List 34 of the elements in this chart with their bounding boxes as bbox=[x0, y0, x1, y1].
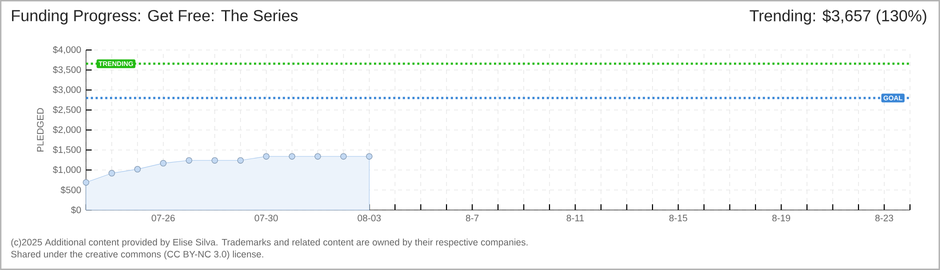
point bbox=[340, 153, 347, 160]
point bbox=[212, 157, 218, 164]
x-tick-label: 8-15 bbox=[669, 214, 688, 222]
x-tick-label: 8-7 bbox=[466, 214, 479, 222]
y-axis-title: PLEDGED bbox=[37, 108, 44, 152]
point bbox=[288, 153, 296, 160]
x-tick-label: 07-26 bbox=[152, 214, 175, 222]
y-tick-label: $3,500 bbox=[52, 66, 81, 74]
y-tick-label: $3,000 bbox=[52, 86, 81, 94]
y-tick-label: $2,500 bbox=[52, 106, 81, 114]
chart-title: Funding Progress: Get Free: The Series bbox=[12, 10, 298, 24]
text: (c)2025 Additional content provided by Elise Silva. Trademarks and related content are owned by their respective companies. bbox=[11, 238, 528, 248]
y-tick-label: $0 bbox=[71, 206, 81, 214]
point bbox=[263, 153, 270, 160]
y-tick-label: $1,000 bbox=[52, 166, 81, 174]
point bbox=[186, 157, 192, 164]
point bbox=[366, 153, 372, 160]
x-tick-label: 07-30 bbox=[254, 214, 278, 222]
x-tick-label: 8-23 bbox=[875, 214, 894, 222]
x-tick-label: 08-03 bbox=[358, 214, 381, 222]
y-tick-label: $500 bbox=[60, 186, 81, 194]
point bbox=[108, 170, 115, 176]
point bbox=[314, 153, 321, 160]
point bbox=[237, 157, 244, 164]
point bbox=[160, 160, 166, 166]
point bbox=[82, 179, 90, 186]
point bbox=[134, 166, 141, 172]
y-tick-label: $2,000 bbox=[52, 126, 81, 134]
x-tick-label: 8-19 bbox=[772, 214, 790, 222]
chart-subtitle: Trending: $3,657 (130%) bbox=[750, 9, 926, 25]
text: Shared under the creative commons (CC BY-NC 3.0) license. bbox=[11, 250, 264, 260]
x-tick-label: 8-11 bbox=[566, 214, 584, 222]
y-tick-label: $1,500 bbox=[52, 146, 81, 154]
y-tick-label: $4,000 bbox=[52, 46, 81, 54]
